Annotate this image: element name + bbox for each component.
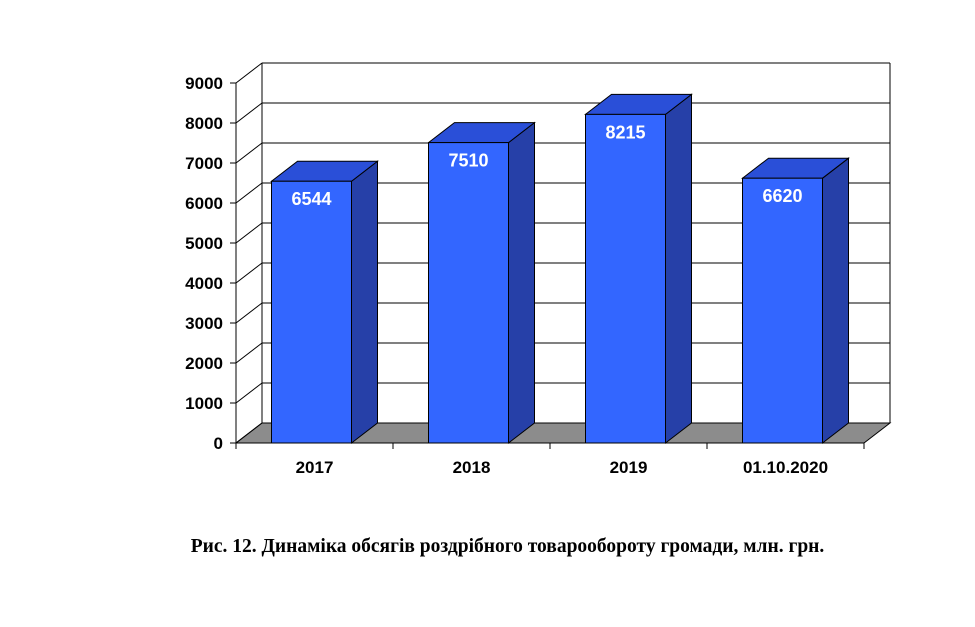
bar-side [351, 160, 378, 445]
gridline-depth [235, 182, 263, 204]
data-label: 7510 [448, 151, 488, 171]
data-label: 6620 [762, 186, 802, 206]
bar-chart: 0 1000 2000 3000 4000 5000 6000 7000 8000 9000 65… [185, 62, 892, 477]
y-tick-label: 7000 [185, 154, 223, 173]
bar-front [271, 180, 352, 444]
x-tick-label: 2018 [453, 458, 491, 477]
gridline-depth [235, 382, 263, 404]
gridline-depth [235, 262, 263, 284]
y-tick-label: 2000 [185, 354, 223, 373]
y-tick-label: 1000 [185, 394, 223, 413]
bar-side [508, 121, 535, 445]
y-tick-label: 5000 [185, 234, 223, 253]
data-label: 6544 [291, 189, 331, 209]
y-tick-label: 3000 [185, 314, 223, 333]
y-tick-label: 6000 [185, 194, 223, 213]
bar [427, 121, 536, 445]
y-tick-label: 0 [214, 434, 223, 453]
bar [741, 157, 850, 445]
bar-side [822, 157, 849, 445]
bar-front [428, 142, 509, 444]
data-label: 8215 [605, 122, 645, 142]
gridline-depth [235, 62, 263, 84]
gridline-depth [235, 222, 263, 244]
bar-side [665, 93, 692, 445]
bar-front [585, 113, 666, 444]
x-tick-label: 01.10.2020 [743, 458, 828, 477]
y-tick-label: 9000 [185, 74, 223, 93]
y-tick-label: 4000 [185, 274, 223, 293]
bar [270, 160, 379, 445]
x-tick-label: 2019 [610, 458, 648, 477]
gridline-depth [235, 102, 263, 124]
bar-front [742, 177, 823, 444]
gridline-depth [235, 302, 263, 324]
gridline-depth [235, 342, 263, 364]
y-tick-label: 8000 [185, 114, 223, 133]
bar [584, 93, 693, 445]
gridline-depth [235, 142, 263, 164]
figure-caption: Рис. 12. Динаміка обсягів роздрібного то… [190, 536, 825, 557]
x-tick-label: 2017 [296, 458, 334, 477]
gridline-depth [235, 422, 263, 444]
